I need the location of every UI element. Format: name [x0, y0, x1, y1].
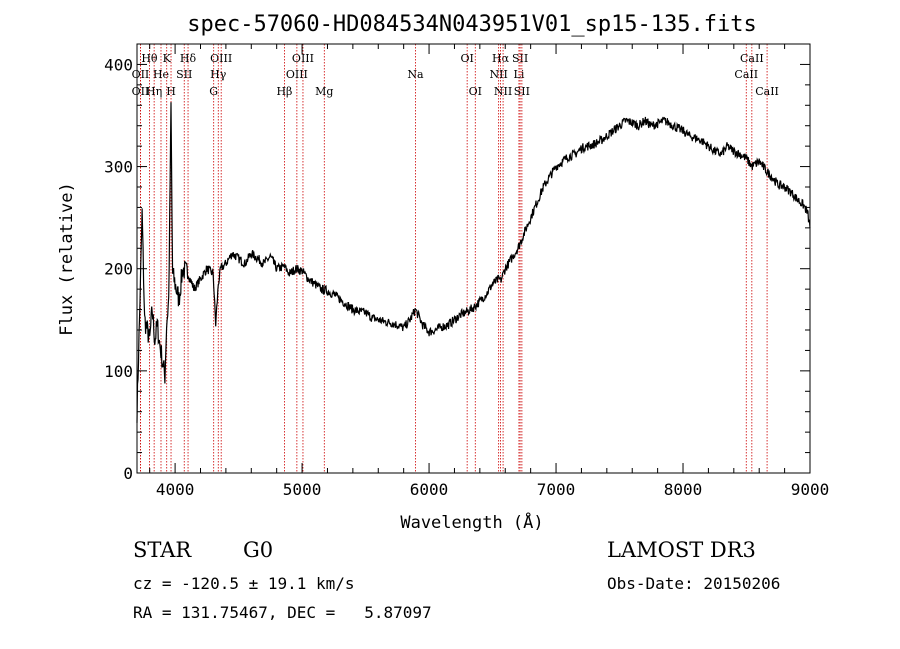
- line-marker-label-26: CaII: [734, 68, 758, 81]
- chart-title: spec-57060-HD084534N043951V01_sp15-135.f…: [187, 12, 757, 37]
- axis-ticks: 4000 5000 6000 7000 8000 9000 0 100 200 300 400: [104, 43, 830, 499]
- spectrum-chart: OII Hθ OII He Hη K H Hδ SII OIII Hγ G Hβ OIII OIII Mg Na…: [57, 12, 830, 533]
- line-marker-label-1: Hθ: [141, 52, 158, 65]
- object-subclass: G0: [243, 538, 274, 562]
- line-marker-label-15: Mg: [315, 85, 333, 98]
- line-marker-label-3: He: [153, 68, 169, 81]
- line-marker-label-16: Na: [407, 68, 424, 81]
- x-tick-label-5: 9000: [791, 480, 830, 499]
- line-marker-label-19: Hα: [492, 52, 510, 65]
- line-marker-label-9: OIII: [210, 52, 232, 65]
- x-tick-label-0: 4000: [156, 480, 195, 499]
- line-marker-label-0: OII: [132, 85, 150, 98]
- line-marker-label-8: SII: [176, 68, 192, 81]
- line-marker-label-24: SII: [514, 85, 530, 98]
- x-tick-label-4: 8000: [664, 480, 703, 499]
- line-marker-layer: OII Hθ OII He Hη K H Hδ SII OIII Hγ G Hβ OIII OIII Mg Na…: [132, 44, 779, 473]
- line-marker-label-22: SII: [512, 52, 528, 65]
- x-tick-label-2: 6000: [410, 480, 449, 499]
- line-marker-label-27: CaII: [755, 85, 779, 98]
- line-marker-label-23: Li: [514, 68, 525, 81]
- line-marker-label-18: OI: [469, 85, 482, 98]
- line-marker-label-21: NII: [494, 85, 512, 98]
- line-marker-label-20: NII: [489, 68, 507, 81]
- y-tick-label-0: 0: [123, 464, 133, 483]
- line-marker-label-5: K: [163, 52, 172, 65]
- x-tick-label-3: 7000: [537, 480, 576, 499]
- line-marker-label-14: OIII: [286, 68, 308, 81]
- line-marker-label-13: OIII: [292, 52, 314, 65]
- line-marker-label-17: OI: [460, 52, 473, 65]
- y-axis-label: Flux (relative): [57, 182, 77, 336]
- object-class: STAR: [133, 538, 192, 562]
- y-tick-label-2: 200: [104, 260, 133, 279]
- plot-frame: [136, 43, 811, 474]
- redshift-velocity: cz = -120.5 ± 19.1 km/s: [133, 574, 355, 593]
- line-marker-label-25: CaII: [740, 52, 764, 65]
- survey-name: LAMOST DR3: [607, 538, 756, 562]
- spectrum-series-line: [136, 102, 811, 423]
- observation-date: Obs-Date: 20150206: [607, 574, 781, 593]
- line-marker-label-11: G: [209, 85, 218, 98]
- line-marker-label-7: Hδ: [180, 52, 197, 65]
- ra-dec-coordinates: RA = 131.75467, DEC = 5.87097: [133, 603, 432, 622]
- x-axis-label: Wavelength (Å): [400, 511, 543, 533]
- line-marker-label-2: OII: [132, 68, 150, 81]
- line-marker-label-4: Hη: [146, 85, 162, 98]
- x-tick-label-1: 5000: [283, 480, 322, 499]
- y-tick-label-3: 300: [104, 158, 133, 177]
- y-tick-label-1: 100: [104, 362, 133, 381]
- line-marker-label-6: H: [166, 85, 176, 98]
- y-tick-label-4: 400: [104, 55, 133, 74]
- line-marker-label-12: Hβ: [276, 85, 292, 98]
- line-marker-label-10: Hγ: [210, 68, 227, 81]
